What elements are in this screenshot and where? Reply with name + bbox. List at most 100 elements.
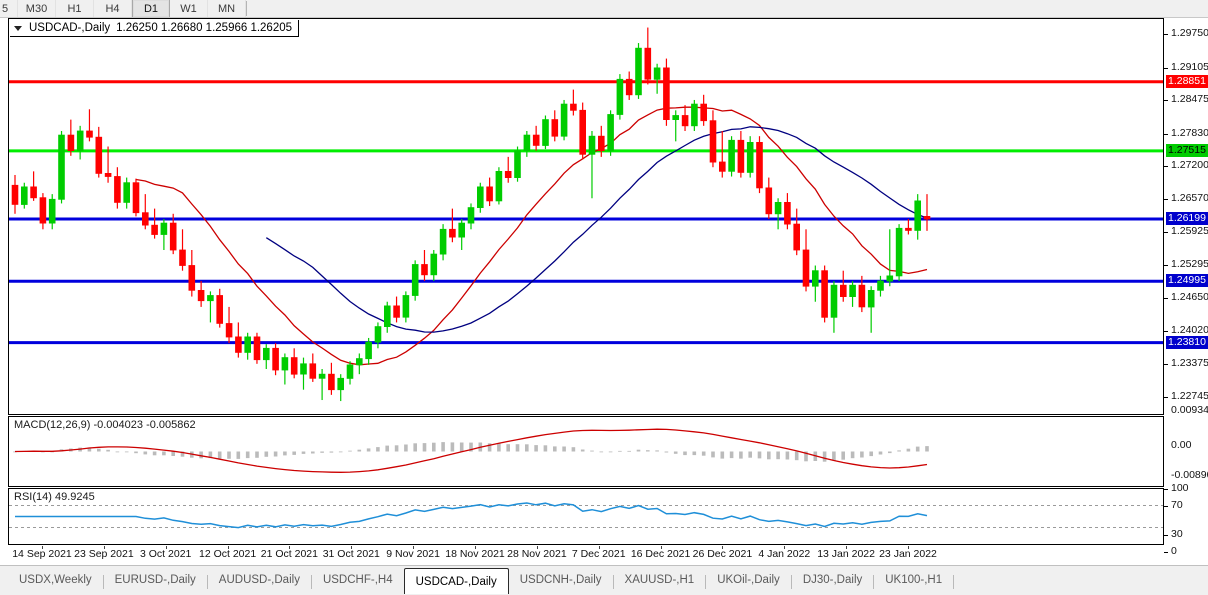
macd-histogram-bar bbox=[776, 451, 780, 460]
candlestick bbox=[579, 102, 586, 160]
symbol-tab-xauusdh1[interactable]: XAUUSD-,H1 bbox=[624, 574, 695, 586]
candlestick bbox=[914, 194, 921, 240]
symbol-tab-ukoildaily[interactable]: UKOil-,Daily bbox=[717, 574, 780, 586]
price-tick-label: 1.25295 bbox=[1171, 257, 1208, 270]
price-tick-label: 1.26570 bbox=[1171, 191, 1208, 204]
candlestick bbox=[681, 105, 689, 132]
macd-histogram-bar bbox=[385, 445, 389, 452]
candlestick bbox=[421, 249, 428, 282]
price-pane[interactable]: USDCAD-,Daily 1.26250 1.26680 1.25966 1.… bbox=[8, 18, 1164, 415]
candlestick bbox=[20, 182, 28, 209]
price-scale[interactable]: 1.29750 1.29105 1.28475 1.27830 1.27200 1.265… bbox=[1164, 18, 1208, 563]
candlestick bbox=[504, 156, 512, 183]
candlestick bbox=[355, 353, 363, 375]
rsi-tick-mark bbox=[1164, 489, 1168, 490]
macd-histogram-bar bbox=[376, 447, 380, 452]
timeframe-button-w1[interactable]: W1 bbox=[170, 0, 208, 17]
timeframe-button-5[interactable]: 5 bbox=[0, 0, 18, 17]
date-axis: 14 Sep 2021 23 Sep 2021 3 Oct 2021 12 Oct 2… bbox=[8, 546, 1164, 564]
macd-histogram-bar bbox=[832, 451, 836, 461]
macd-histogram-bar bbox=[338, 451, 343, 453]
date-axis-label: 7 Dec 2021 bbox=[571, 548, 626, 560]
chevron-down-icon[interactable] bbox=[14, 25, 22, 31]
symbol-tab-bar: USDX,Weekly EURUSD-,Daily AUDUSD-,Daily USD… bbox=[0, 565, 1208, 595]
candlestick bbox=[225, 306, 233, 344]
price-tick-mark bbox=[1164, 133, 1168, 135]
symbol-label: USDCAD-,Daily bbox=[29, 22, 111, 34]
price-tick-mark bbox=[1164, 232, 1168, 234]
price-tick-label: 1.29105 bbox=[1171, 60, 1208, 73]
price-level-badge[interactable]: 1.24995 bbox=[1166, 274, 1208, 288]
macd-histogram-bar bbox=[608, 451, 613, 453]
candlestick bbox=[337, 374, 344, 402]
price-level-badge[interactable]: 1.26199 bbox=[1166, 212, 1208, 225]
candlestick bbox=[560, 99, 568, 141]
price-level-badge[interactable]: 1.28851 bbox=[1166, 74, 1208, 88]
macd-histogram-bar bbox=[329, 451, 334, 453]
date-axis-label: 3 Oct 2021 bbox=[140, 548, 192, 560]
symbol-tab-dj30daily[interactable]: DJ30-,Daily bbox=[802, 574, 863, 586]
price-level-badge[interactable]: 1.27515 bbox=[1166, 143, 1208, 157]
price-tick-mark bbox=[1164, 396, 1168, 398]
symbol-tab-usdcnhdaily[interactable]: USDCNH-,Daily bbox=[519, 574, 602, 586]
symbol-tab-uk100h1[interactable]: UK100-,H1 bbox=[885, 574, 943, 586]
tab-divider bbox=[612, 574, 614, 589]
candlestick bbox=[895, 224, 903, 282]
candlestick bbox=[616, 74, 624, 120]
timeframe-button-h1[interactable]: H1 bbox=[56, 0, 94, 17]
candlestick bbox=[262, 344, 270, 369]
price-tick-mark bbox=[1164, 298, 1168, 300]
date-tick-mark bbox=[722, 546, 724, 549]
candlestick bbox=[411, 260, 419, 301]
rsi-line bbox=[15, 502, 928, 529]
symbol-tab-audusddaily[interactable]: AUDUSD-,Daily bbox=[218, 574, 300, 586]
symbol-info-header[interactable]: USDCAD-,Daily 1.26250 1.26680 1.25966 1.… bbox=[10, 20, 300, 37]
candlestick bbox=[458, 218, 465, 250]
candlestick bbox=[30, 171, 37, 201]
macd-histogram-bar bbox=[106, 449, 110, 452]
symbol-tab-usdchfh4[interactable]: USDCHF-,H4 bbox=[322, 574, 393, 586]
candlestick bbox=[318, 368, 326, 401]
ohlc-values: 1.26250 1.26680 1.25966 1.26205 bbox=[116, 22, 293, 34]
rsi-label: RSI(14) 49.9245 bbox=[14, 491, 95, 503]
symbol-tab-usdcaddaily[interactable]: USDCAD-,Daily bbox=[403, 568, 509, 594]
candlestick bbox=[179, 229, 186, 271]
candlestick bbox=[365, 337, 372, 365]
rsi-pane[interactable]: RSI(14) 49.9245 bbox=[8, 488, 1164, 545]
macd-histogram-bar bbox=[841, 451, 845, 460]
candlestick bbox=[532, 125, 540, 151]
candlestick bbox=[132, 178, 140, 217]
tab-divider bbox=[953, 574, 955, 589]
timeframe-button-h4[interactable]: H4 bbox=[94, 0, 132, 17]
date-tick-mark bbox=[908, 546, 909, 549]
macd-histogram-bar bbox=[683, 451, 687, 456]
price-level-badge[interactable]: 1.23810 bbox=[1166, 335, 1208, 349]
timeframe-button-d1[interactable]: D1 bbox=[132, 0, 170, 17]
macd-histogram-bar bbox=[860, 451, 864, 458]
candlestick bbox=[39, 193, 47, 230]
candlestick bbox=[886, 229, 894, 287]
macd-histogram-bar bbox=[692, 451, 697, 456]
symbol-tab-usdxweekly[interactable]: USDX,Weekly bbox=[19, 574, 92, 586]
price-tick-mark bbox=[1164, 166, 1168, 168]
macd-histogram-bar bbox=[553, 446, 557, 452]
macd-histogram-bar bbox=[143, 451, 148, 455]
macd-histogram-bar bbox=[404, 444, 408, 452]
timeframe-button-m30[interactable]: M30 bbox=[18, 0, 56, 17]
candlestick bbox=[812, 265, 819, 302]
price-tick-label: 1.25925 bbox=[1171, 225, 1208, 238]
macd-histogram-bar bbox=[822, 451, 827, 462]
candlestick bbox=[821, 265, 828, 323]
macd-histogram-bar bbox=[664, 451, 669, 453]
macd-histogram-bar bbox=[748, 451, 752, 458]
macd-pane[interactable]: MACD(12,26,9) -0.004023 -0.005862 bbox=[8, 416, 1164, 487]
rsi-tick-mark bbox=[1164, 506, 1168, 507]
date-axis-label: 31 Oct 2021 bbox=[322, 548, 380, 560]
timeframe-button-mn[interactable]: MN bbox=[208, 0, 246, 17]
symbol-tab-eurusddaily[interactable]: EURUSD-,Daily bbox=[114, 574, 196, 586]
timeframe-toolbar: 5 M30 H1 H4 D1 W1 MN bbox=[0, 0, 1208, 18]
macd-histogram-bar bbox=[273, 451, 278, 457]
candlestick bbox=[923, 194, 931, 231]
price-tick-mark bbox=[1164, 364, 1168, 366]
